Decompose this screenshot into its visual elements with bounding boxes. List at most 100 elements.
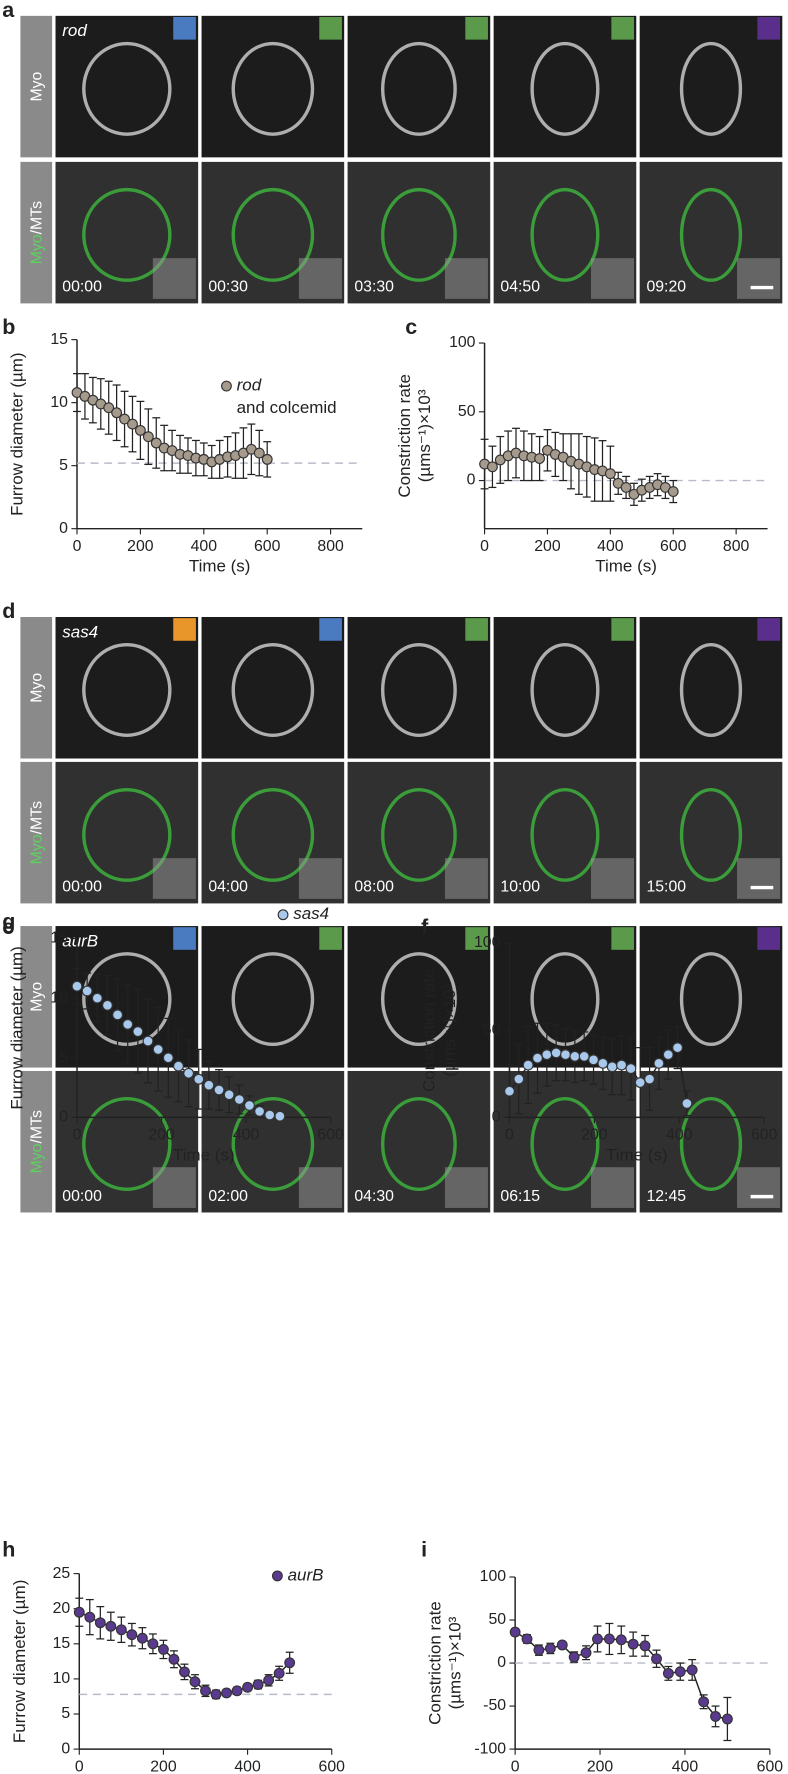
cell-outline bbox=[679, 787, 743, 882]
y-tick-label: 5 bbox=[59, 457, 68, 474]
row-label-bar bbox=[20, 1070, 53, 1213]
x-tick-label: 0 bbox=[511, 1758, 520, 1774]
stage-marker bbox=[173, 618, 196, 641]
y-tick-label: 10 bbox=[50, 394, 68, 411]
y-tick-label: 5 bbox=[61, 1705, 70, 1722]
microtubule-signal bbox=[590, 258, 635, 299]
cell-outline bbox=[231, 643, 315, 737]
stage-marker bbox=[757, 927, 781, 950]
cell-outline bbox=[231, 1097, 315, 1191]
data-point bbox=[625, 1063, 637, 1075]
time-stamp: 00:00 bbox=[62, 879, 102, 896]
legend-marker bbox=[271, 1570, 283, 1582]
cell-outline bbox=[231, 41, 315, 136]
time-stamp: 15:00 bbox=[646, 879, 686, 896]
data-point bbox=[264, 1109, 276, 1121]
data-point bbox=[126, 1629, 138, 1641]
data-point bbox=[615, 1634, 627, 1646]
cell-outline bbox=[82, 643, 172, 737]
time-stamp: 02:00 bbox=[208, 1188, 248, 1205]
y-tick-label: 20 bbox=[53, 1600, 71, 1617]
x-axis-label: Time (s) bbox=[173, 1145, 235, 1164]
microtubule-signal bbox=[298, 1167, 342, 1208]
data-point bbox=[136, 1632, 148, 1644]
panel-letter: d bbox=[2, 599, 15, 623]
data-point bbox=[597, 1057, 609, 1069]
data-point bbox=[254, 1105, 266, 1117]
y-tick-label: 0 bbox=[61, 1740, 70, 1757]
data-point bbox=[568, 1651, 580, 1663]
data-point bbox=[233, 1094, 245, 1105]
microtubule-signal bbox=[444, 258, 488, 299]
microtubule-signal bbox=[737, 258, 781, 299]
data-point bbox=[253, 447, 265, 459]
data-point bbox=[274, 1110, 286, 1122]
data-point bbox=[157, 1643, 169, 1655]
y-tick-label: -50 bbox=[483, 1697, 506, 1714]
data-point bbox=[653, 1057, 665, 1069]
data-point bbox=[242, 1681, 254, 1693]
y-tick-label: 0 bbox=[59, 1109, 68, 1126]
panel-letter: h bbox=[2, 1538, 15, 1562]
time-stamp: 06:15 bbox=[500, 1188, 540, 1205]
data-point bbox=[189, 1676, 201, 1688]
y-tick-label: 15 bbox=[50, 331, 68, 348]
row-label: Myo bbox=[29, 673, 46, 703]
data-point bbox=[592, 1633, 603, 1645]
data-point bbox=[142, 431, 154, 443]
data-point bbox=[651, 1653, 662, 1665]
x-tick-label: 600 bbox=[660, 538, 687, 555]
data-point bbox=[71, 980, 83, 992]
row-label: Myo/MTs bbox=[29, 1110, 46, 1173]
y-tick-label: 15 bbox=[50, 930, 68, 947]
time-stamp: 00:00 bbox=[62, 279, 102, 296]
stage-marker bbox=[611, 16, 635, 40]
y-axis-label: Constriction rate bbox=[395, 374, 414, 498]
time-stamp: 10:00 bbox=[500, 879, 540, 896]
cell-outline bbox=[530, 643, 600, 737]
y-tick-label: 50 bbox=[483, 1021, 501, 1038]
row-label-text: Myo bbox=[29, 71, 46, 101]
data-point bbox=[193, 1073, 205, 1085]
x-tick-label: 600 bbox=[254, 538, 281, 555]
data-point bbox=[147, 1638, 159, 1650]
y-tick-label: 100 bbox=[449, 334, 476, 351]
legend-note: and colcemid bbox=[237, 398, 337, 417]
x-tick-label: 0 bbox=[73, 1127, 82, 1144]
data-point bbox=[672, 1042, 684, 1054]
y-tick-label: 25 bbox=[53, 1565, 71, 1582]
microtubule-signal bbox=[298, 858, 342, 899]
cell-outline bbox=[380, 187, 457, 282]
y-tick-label: 0 bbox=[59, 520, 68, 537]
row-label-text: Myo bbox=[29, 982, 46, 1012]
data-point bbox=[486, 461, 498, 473]
data-point bbox=[667, 486, 679, 497]
data-point bbox=[284, 1657, 296, 1669]
data-point bbox=[213, 1084, 225, 1096]
data-point bbox=[273, 1667, 285, 1679]
data-point bbox=[115, 1624, 127, 1636]
time-stamp: 08:00 bbox=[354, 879, 394, 896]
x-tick-label: 200 bbox=[581, 1127, 608, 1144]
y-axis-label: Furrow diameter (µm) bbox=[8, 352, 27, 515]
data-point bbox=[556, 1639, 568, 1651]
y-tick-label: 0 bbox=[492, 1109, 501, 1126]
x-tick-label: 400 bbox=[233, 1127, 260, 1144]
data-point bbox=[152, 1043, 164, 1055]
data-point bbox=[111, 407, 123, 419]
time-stamp: 09:20 bbox=[646, 279, 686, 296]
x-tick-label: 200 bbox=[148, 1127, 175, 1144]
row-label-text: /MTs bbox=[29, 1110, 46, 1143]
data-point bbox=[569, 1050, 581, 1062]
data-point bbox=[183, 1067, 195, 1079]
data-point bbox=[261, 453, 273, 465]
data-point bbox=[221, 1687, 232, 1699]
panel-letter: i bbox=[421, 1538, 427, 1562]
data-point bbox=[173, 1060, 184, 1072]
data-point bbox=[84, 1611, 96, 1623]
row-label-text: Myo bbox=[29, 1143, 46, 1173]
stage-marker bbox=[173, 16, 196, 40]
cell-outline bbox=[380, 643, 457, 737]
cell-outline bbox=[231, 952, 315, 1047]
